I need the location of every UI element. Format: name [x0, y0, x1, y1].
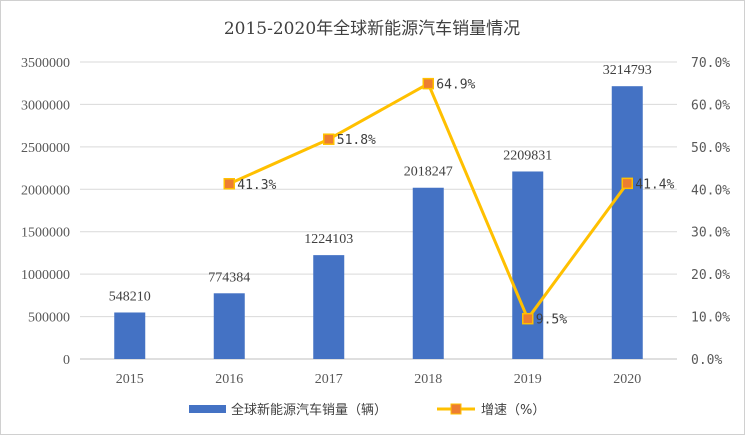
bar [512, 171, 544, 359]
line-data-label: 9.5% [536, 313, 567, 328]
bar-data-label: 2018247 [404, 165, 453, 180]
bar-series [114, 86, 643, 360]
left-tick-label: 1500000 [21, 226, 70, 241]
bar-data-label: 2209831 [503, 148, 552, 163]
x-tick-label: 2015 [116, 372, 144, 387]
line-data-label: 41.4% [635, 177, 674, 192]
right-tick-label: 40.0% [691, 183, 730, 198]
line-data-label: 41.3% [237, 178, 276, 193]
bar-data-label: 3214793 [603, 63, 652, 78]
line-marker [621, 177, 633, 190]
bar [213, 293, 245, 359]
right-tick-label: 60.0% [691, 98, 730, 113]
left-tick-label: 3000000 [21, 98, 70, 113]
bar [114, 312, 146, 359]
line-marker [522, 312, 534, 325]
x-axis-ticks: 2015 2016 2017 2018 2019 2020 [116, 372, 642, 387]
line-data-label: 51.8% [337, 133, 376, 148]
left-tick-label: 1000000 [21, 268, 70, 283]
bar [412, 187, 444, 359]
x-tick-label: 2016 [215, 372, 243, 387]
right-tick-label: 50.0% [691, 141, 730, 156]
bar-data-label: 548210 [109, 289, 151, 304]
left-axis-ticks: 0 500000 1000000 1500000 2000000 2500000 30000… [21, 56, 70, 368]
legend-bar-label: 全球新能源汽车销量（辆） [231, 402, 387, 418]
right-tick-label: 30.0% [691, 226, 730, 241]
left-tick-label: 3500000 [21, 56, 70, 71]
right-tick-label: 70.0% [691, 56, 730, 71]
bar [611, 86, 643, 360]
x-tick-label: 2017 [315, 372, 343, 387]
chart-title: 2015-2020年全球新能源汽车销量情况 [224, 19, 520, 39]
line-data-labels: 41.3% 51.8% 64.9% 9.5% 41.4% [237, 78, 674, 328]
left-tick-label: 2000000 [21, 183, 70, 198]
x-tick-label: 2020 [613, 372, 641, 387]
bar-data-label: 774384 [208, 270, 250, 285]
line-series [223, 77, 633, 325]
right-axis-ticks: 0.0% 10.0% 20.0% 30.0% 40.0% 50.0% 60.0% 70.0% [691, 56, 730, 368]
line-marker [223, 178, 235, 190]
line-marker [422, 77, 434, 90]
x-tick-label: 2019 [514, 372, 542, 387]
right-tick-label: 10.0% [691, 311, 730, 326]
left-tick-label: 0 [63, 353, 70, 368]
legend-line-label: 增速（%） [481, 403, 545, 418]
line-marker [323, 133, 335, 145]
bar-data-labels: 548210 774384 1224103 2018247 2209831 3214793 [109, 63, 652, 304]
left-tick-label: 2500000 [21, 141, 70, 156]
line-data-label: 64.9% [436, 78, 475, 93]
bar [313, 255, 345, 359]
legend-bar-swatch [189, 405, 226, 413]
legend: 全球新能源汽车销量（辆） 增速（%） [189, 402, 545, 418]
legend-line-marker [450, 403, 462, 415]
left-tick-label: 500000 [28, 311, 70, 326]
x-tick-label: 2018 [414, 372, 442, 387]
bar-data-label: 1224103 [304, 232, 353, 247]
right-tick-label: 20.0% [691, 268, 730, 283]
right-tick-label: 0.0% [691, 353, 722, 368]
gridlines [80, 61, 677, 360]
